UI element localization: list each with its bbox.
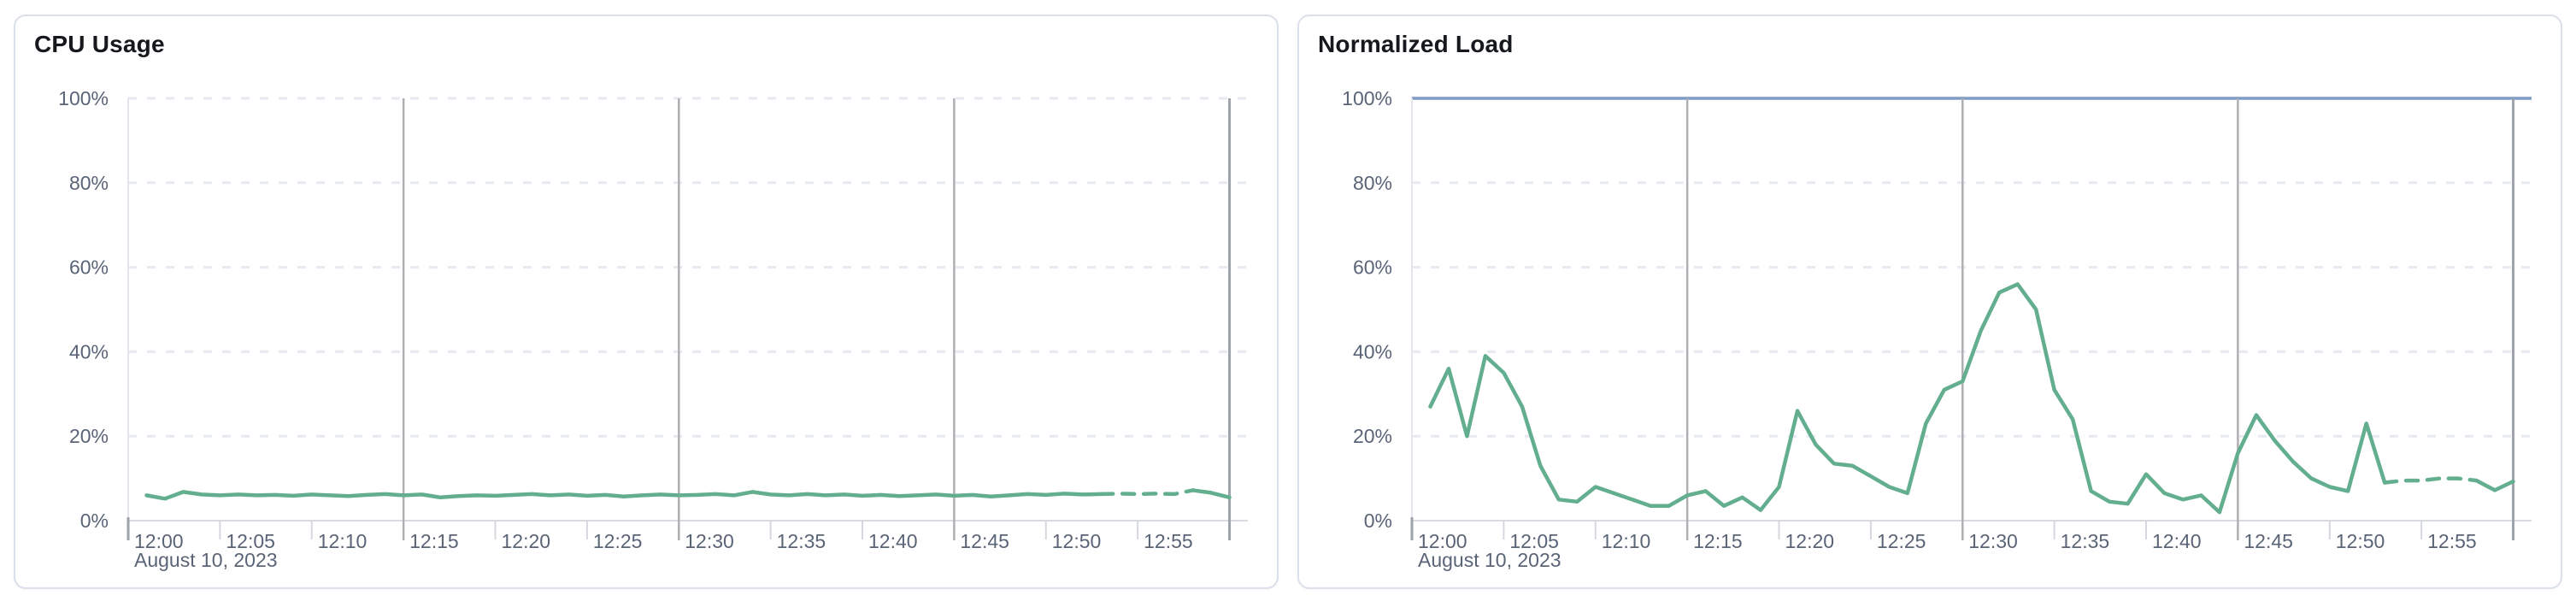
x-axis-tick-label: 12:30 bbox=[1968, 530, 2018, 552]
chart-title: CPU Usage bbox=[34, 31, 165, 57]
normalized-load-panel: Normalized Load 100% 80% 60% 40% 20% 0% 12:00 1… bbox=[1297, 15, 2562, 589]
x-axis-tick-label: 12:00 bbox=[1418, 530, 1467, 552]
x-axis-tick-label: 12:50 bbox=[2336, 530, 2385, 552]
y-axis-tick-label: 80% bbox=[69, 172, 109, 194]
y-axis-tick-label: 0% bbox=[1364, 510, 1392, 532]
x-axis-tick-label: 12:30 bbox=[685, 530, 734, 552]
series-line-solid bbox=[1428, 282, 2387, 515]
x-axis-tick-label: 12:25 bbox=[1877, 530, 1926, 552]
normalized-load-chart[interactable]: 100% 80% 60% 40% 20% 0% 12:00 12:05 12:10 12:15 12… bbox=[1299, 16, 2561, 587]
x-axis-tick-label: 12:25 bbox=[593, 530, 643, 552]
x-axis-tick-label: 12:45 bbox=[2244, 530, 2293, 552]
x-axis-tick-label: 12:35 bbox=[2061, 530, 2110, 552]
x-axis-tick-label: 12:05 bbox=[1509, 530, 1559, 552]
y-axis-tick-label: 40% bbox=[1353, 340, 1392, 362]
x-axis-tick-label: 12:00 bbox=[134, 530, 184, 552]
y-axis-tick-label: 100% bbox=[1342, 87, 1392, 109]
x-axis-tick-label: 12:50 bbox=[1052, 530, 1102, 552]
x-axis-tick-label: 12:45 bbox=[960, 530, 1009, 552]
series-line-solid bbox=[144, 490, 1103, 501]
cpu-usage-chart[interactable]: 100% 80% 60% 40% 20% 0% 12:00 12:05 12:10 12:15 12… bbox=[15, 16, 1277, 587]
chart-title: Normalized Load bbox=[1318, 31, 1514, 57]
cpu-usage-panel: CPU Usage 100% 80% 60% 40% 20% 0% 12:00 12:05 12… bbox=[14, 15, 1279, 589]
x-axis-tick-label: 12:10 bbox=[318, 530, 368, 552]
x-axis-tick-label: 12:20 bbox=[1785, 530, 1835, 552]
x-axis-tick-label: 12:40 bbox=[868, 530, 918, 552]
y-axis-tick-label: 40% bbox=[69, 340, 109, 362]
series-line-solid-tail bbox=[1191, 488, 1232, 500]
y-axis-tick-label: 80% bbox=[1353, 172, 1392, 194]
x-axis-tick-label: 12:15 bbox=[1693, 530, 1743, 552]
y-axis-tick-label: 60% bbox=[1353, 256, 1392, 279]
series-line-dashed-forecast bbox=[2382, 476, 2479, 485]
y-axis-tick-label: 20% bbox=[69, 425, 109, 447]
series-line-dashed-forecast bbox=[1098, 488, 1195, 497]
x-axis-date-label: August 10, 2023 bbox=[1418, 549, 1561, 571]
y-axis-tick-label: 0% bbox=[80, 510, 109, 532]
x-axis-tick-label: 12:15 bbox=[409, 530, 459, 552]
x-axis-date-label: August 10, 2023 bbox=[134, 549, 278, 571]
y-axis-tick-label: 20% bbox=[1353, 425, 1392, 447]
x-axis-tick-label: 12:05 bbox=[226, 530, 275, 552]
series-line-solid-tail bbox=[2474, 478, 2515, 492]
y-axis-tick-label: 100% bbox=[58, 87, 109, 109]
x-axis-tick-label: 12:40 bbox=[2152, 530, 2202, 552]
x-axis-tick-label: 12:55 bbox=[2427, 530, 2477, 552]
x-axis-tick-label: 12:20 bbox=[502, 530, 551, 552]
x-axis-tick-label: 12:35 bbox=[777, 530, 826, 552]
y-axis-tick-label: 60% bbox=[69, 256, 109, 279]
x-axis-tick-label: 12:55 bbox=[1144, 530, 1193, 552]
x-axis-tick-label: 12:10 bbox=[1602, 530, 1651, 552]
